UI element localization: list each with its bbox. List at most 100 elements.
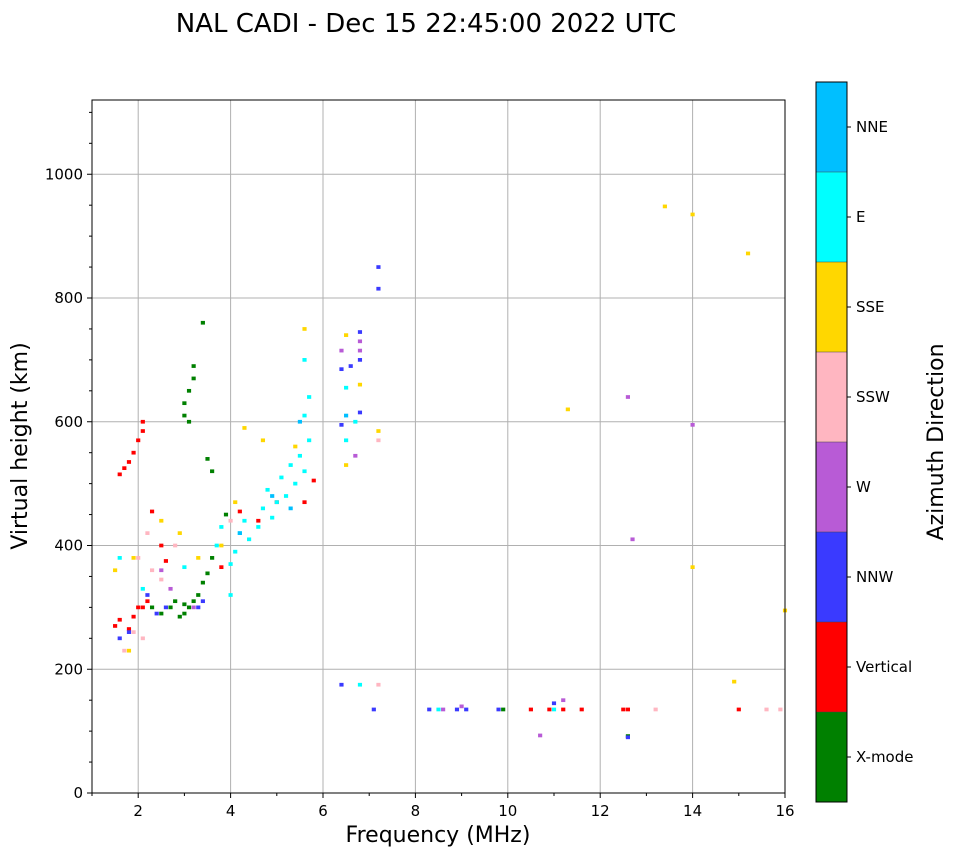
- colorbar-tick-label: Vertical: [856, 658, 912, 676]
- data-point: [168, 605, 173, 610]
- x-tick-label: 6: [318, 802, 328, 820]
- data-point: [191, 376, 196, 381]
- data-point: [117, 556, 122, 560]
- y-tick-label: 0: [73, 784, 83, 802]
- data-point: [140, 586, 145, 591]
- data-point: [126, 648, 132, 653]
- data-point: [270, 515, 275, 520]
- data-point: [538, 733, 543, 738]
- data-point: [625, 735, 630, 740]
- data-point: [140, 636, 145, 641]
- data-point: [357, 348, 363, 353]
- data-point: [223, 512, 229, 517]
- series-nnw: [117, 265, 630, 740]
- data-point: [302, 413, 307, 418]
- data-point: [126, 460, 132, 464]
- data-point: [630, 537, 635, 542]
- data-point: [159, 518, 164, 523]
- data-point: [344, 438, 349, 443]
- colorbar-tick-label: SSW: [856, 388, 890, 406]
- data-point: [579, 707, 584, 712]
- data-point: [186, 605, 192, 610]
- axis-ticks: 2 4 6 8 10 12 14 16 0 200 400 600 800 1000: [45, 111, 795, 820]
- y-axis-label: Virtual height (km): [8, 342, 33, 549]
- data-point: [145, 593, 150, 597]
- data-point: [136, 605, 141, 610]
- data-point: [168, 586, 173, 591]
- data-point: [344, 413, 349, 418]
- data-point: [140, 419, 145, 424]
- data-point: [357, 339, 363, 344]
- data-point: [528, 707, 533, 712]
- data-point: [260, 506, 266, 511]
- data-point: [436, 707, 441, 712]
- data-point: [186, 388, 192, 393]
- data-point: [182, 602, 187, 607]
- data-point: [210, 556, 215, 560]
- data-point: [459, 704, 464, 709]
- chart-title: NAL CADI - Dec 15 22:45:00 2022 UTC: [176, 9, 676, 39]
- data-point: [177, 614, 182, 619]
- data-point: [302, 358, 307, 362]
- data-point: [357, 410, 363, 415]
- colorbar-segment: [816, 532, 847, 622]
- y-tick-label: 200: [54, 660, 83, 678]
- data-point: [242, 426, 247, 430]
- data-point: [173, 599, 178, 604]
- data-point: [214, 543, 219, 548]
- colorbar-tick-label: SSE: [856, 298, 885, 316]
- data-point: [302, 500, 307, 505]
- data-point: [464, 707, 469, 712]
- colorbar-tick-label: W: [856, 478, 871, 496]
- colorbar-frame: [815, 81, 848, 803]
- data-point: [357, 382, 363, 387]
- data-point: [376, 286, 381, 291]
- data-point: [344, 333, 349, 337]
- x-tick-label: 12: [591, 802, 610, 820]
- data-point: [126, 627, 132, 631]
- data-point: [307, 438, 312, 443]
- data-point: [191, 605, 196, 610]
- plot-frame: [91, 99, 786, 794]
- data-point: [177, 531, 182, 535]
- plot-area: 2 4 6 8 10 12 14 16 0 200 400 600 800 1000: [45, 99, 795, 820]
- data-point: [140, 429, 145, 433]
- colorbar-segment: [816, 262, 847, 352]
- data-point: [219, 543, 224, 548]
- series-sse: [113, 204, 788, 684]
- data-point: [357, 330, 363, 334]
- data-point: [297, 419, 302, 424]
- data-point: [662, 204, 667, 209]
- data-point: [191, 364, 196, 368]
- data-point: [131, 556, 136, 560]
- data-point: [237, 509, 242, 514]
- data-point: [293, 444, 298, 449]
- data-point: [311, 478, 316, 483]
- data-point: [344, 385, 349, 390]
- colorbar-tick-label: X-mode: [856, 748, 913, 766]
- data-point: [621, 707, 626, 712]
- data-point: [441, 707, 446, 712]
- data-point: [182, 565, 187, 570]
- data-point: [149, 509, 155, 514]
- y-tick-label: 400: [54, 537, 83, 555]
- data-point: [293, 481, 298, 486]
- data-point: [163, 605, 168, 610]
- data-point: [736, 707, 741, 712]
- data-point: [376, 682, 381, 687]
- data-point: [279, 475, 284, 480]
- data-point: [339, 348, 344, 353]
- colorbar: X-mode Vertical NNW W SSW SSE E NNE: [815, 81, 913, 803]
- data-point: [159, 611, 164, 616]
- data-point: [237, 531, 242, 535]
- data-point: [376, 429, 381, 433]
- data-point: [690, 422, 695, 427]
- data-point: [200, 580, 205, 585]
- data-point: [228, 518, 233, 523]
- x-tick-label: 2: [133, 802, 143, 820]
- data-point: [117, 617, 122, 622]
- data-point: [653, 707, 658, 712]
- data-point: [288, 506, 293, 511]
- data-point: [136, 556, 141, 560]
